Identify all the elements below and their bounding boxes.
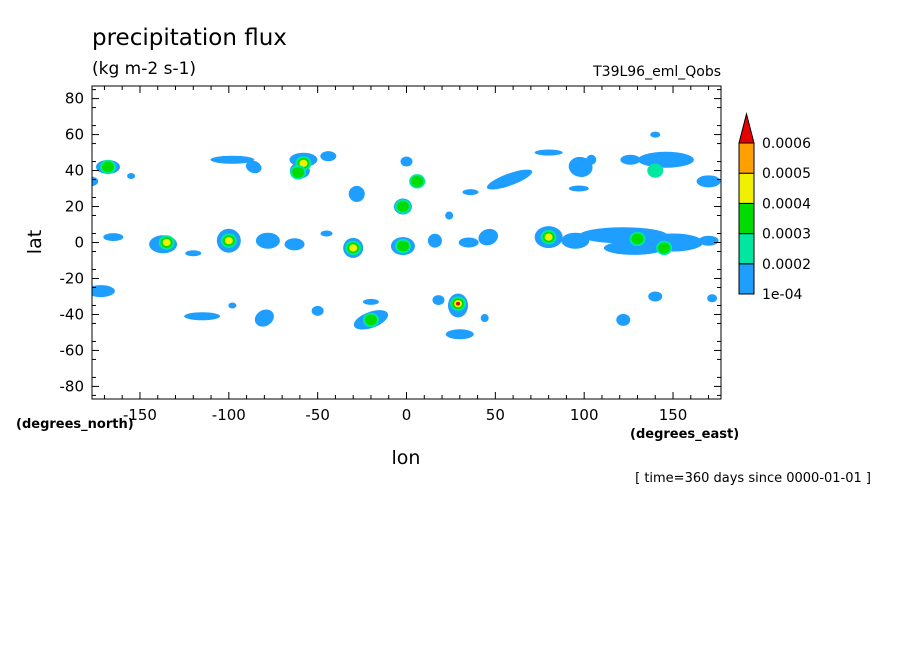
contour-region-1e-04: [92, 285, 115, 298]
contour-region-level-2: [631, 233, 644, 245]
axis-ticks: [92, 86, 721, 399]
contour-region-level-3: [544, 233, 553, 241]
contour-region-1e-04: [103, 233, 124, 242]
contour-region-1e-04: [650, 131, 661, 138]
contour-region-1e-04: [92, 176, 99, 187]
contour-region-1e-04: [432, 295, 445, 306]
x-tick-label: 50: [486, 406, 505, 424]
colorbar: 0.0006 0.0005 0.0004 0.0003 0.0002 1e-04: [738, 112, 811, 303]
x-tick-label: -50: [305, 406, 330, 424]
contour-region-1e-04: [458, 237, 479, 248]
y-axis-label: lat: [24, 230, 46, 254]
chart-title: precipitation flux: [92, 25, 287, 51]
x-tick-label: 0: [402, 406, 412, 424]
contour-region-level-1: [647, 163, 664, 178]
contour-region-1e-04: [486, 169, 533, 190]
contour-region-level-3: [299, 159, 308, 167]
contour-region-1e-04: [185, 250, 202, 257]
contour-region-1e-04: [707, 294, 718, 303]
contour-region-level-2: [364, 314, 377, 326]
y-tick-label: 60: [65, 126, 84, 144]
colorbar-extend-arrow: [738, 112, 755, 144]
contour-region-1e-04: [362, 298, 379, 305]
x-tick-labels: -150 -100 -50 0 50 100 150: [123, 406, 687, 424]
contour-region-1e-04: [480, 314, 489, 323]
contour-region-1e-04: [228, 302, 237, 309]
contour-region-1e-04: [445, 211, 454, 220]
y-tick-label: -60: [60, 341, 85, 359]
contour-region-level-3: [224, 237, 233, 245]
contour-region-1e-04: [637, 151, 694, 168]
precipitation-contours: [92, 131, 721, 340]
contour-region-1e-04: [284, 238, 305, 251]
contour-region-1e-04: [643, 233, 704, 252]
contour-region-level-2: [292, 166, 305, 178]
contour-region-1e-04: [568, 156, 593, 178]
colorbar-swatch: [738, 142, 755, 174]
contour-region-level-3: [349, 244, 358, 252]
y-tick-label: 0: [74, 234, 84, 252]
y-tick-label: 20: [65, 198, 84, 216]
chart-units: (kg m-2 s-1): [92, 59, 196, 79]
y-units-label: (degrees_north): [16, 417, 134, 432]
x-tick-label: 150: [659, 406, 688, 424]
colorbar-label: 0.0005: [762, 166, 811, 182]
contour-region-1e-04: [348, 185, 365, 202]
colorbar-label: 1e-04: [762, 287, 802, 303]
colorbar-swatch: [738, 172, 755, 204]
contour-region-level-2: [101, 161, 114, 173]
y-tick-label: 80: [65, 90, 84, 108]
colorbar-swatch: [738, 233, 755, 265]
contour-region-1e-04: [462, 189, 479, 196]
contour-region-1e-04: [320, 230, 333, 237]
contour-region-level-2: [658, 242, 671, 254]
contour-region-1e-04: [478, 228, 499, 246]
contour-region-1e-04: [568, 185, 589, 192]
colorbar-label: 0.0006: [762, 136, 811, 152]
contour-region-1e-04: [427, 233, 442, 248]
y-tick-label: -40: [60, 305, 85, 323]
y-tick-label: 40: [65, 162, 84, 180]
contour-region-level-2: [411, 175, 424, 187]
y-tick-label: -20: [60, 269, 85, 287]
contour-region-1e-04: [534, 149, 563, 156]
contour-region-1e-04: [620, 154, 641, 165]
colorbar-swatch: [738, 263, 755, 295]
time-label: [ time=360 days since 0000-01-01 ]: [635, 471, 871, 486]
contour-region-level-3: [162, 238, 171, 247]
contour-region-1e-04: [255, 232, 280, 249]
x-axis-label: lon: [392, 447, 421, 469]
contour-region-1e-04: [696, 175, 721, 188]
colorbar-swatch: [738, 202, 755, 235]
contour-region-1e-04: [245, 160, 262, 174]
contour-region-1e-04: [616, 313, 631, 326]
contour-region-1e-04: [254, 309, 274, 327]
plot-area: [92, 131, 721, 340]
y-tick-labels: 80 60 40 20 0 -20 -40 -60 -80: [60, 90, 85, 396]
colorbar-label: 0.0002: [762, 257, 811, 273]
contour-region-level-2: [396, 201, 409, 212]
colorbar-label: 0.0004: [762, 196, 811, 212]
contour-region-1e-04: [184, 312, 221, 321]
contour-region-1e-04: [698, 235, 719, 246]
contour-region-1e-04: [127, 172, 136, 179]
contour-region-1e-04: [320, 151, 337, 162]
experiment-label: T39L96_eml_Qobs: [592, 64, 721, 80]
x-tick-label: -150: [123, 406, 157, 424]
contour-region-1e-04: [648, 291, 663, 302]
x-units-label: (degrees_east): [630, 427, 739, 442]
contour-region-level-5: [456, 301, 461, 306]
x-tick-label: -100: [212, 406, 246, 424]
x-tick-label: 100: [570, 406, 599, 424]
contour-region-1e-04: [311, 305, 324, 316]
contour-region-1e-04: [445, 329, 474, 340]
contour-region-1e-04: [400, 156, 413, 167]
y-tick-label: -80: [60, 377, 85, 395]
colorbar-label: 0.0003: [762, 227, 811, 243]
contour-region-level-2: [396, 240, 409, 252]
contour-region-1e-04: [210, 155, 255, 164]
